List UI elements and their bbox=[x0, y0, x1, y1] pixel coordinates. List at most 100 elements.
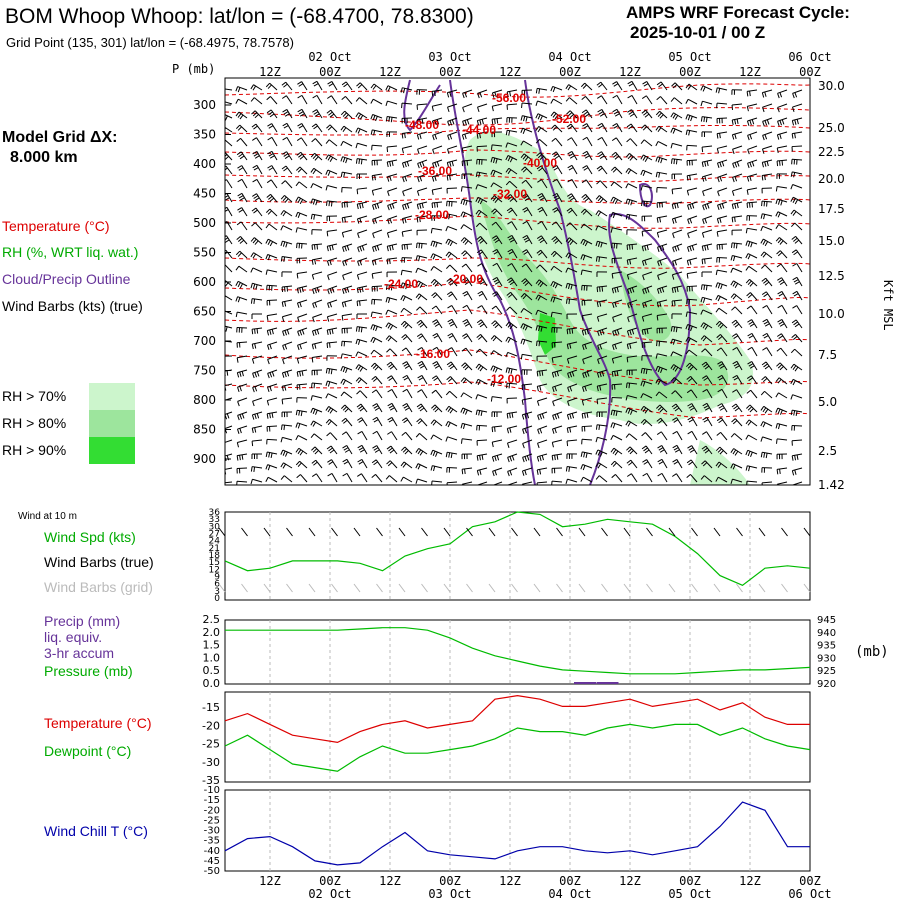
wind-barb bbox=[431, 215, 443, 221]
wind-barb bbox=[581, 284, 593, 291]
wind-barb bbox=[491, 208, 503, 217]
wind-barb bbox=[476, 319, 488, 329]
wind-barb bbox=[297, 341, 308, 351]
wind-barb bbox=[237, 192, 248, 203]
wind-barb bbox=[550, 296, 563, 303]
wind-barb bbox=[611, 271, 623, 279]
wind-barb bbox=[236, 151, 248, 161]
wind-barb bbox=[401, 145, 413, 154]
wind-barb bbox=[565, 97, 578, 105]
wind-barb bbox=[460, 422, 473, 429]
wind-barb bbox=[702, 201, 713, 211]
wind-barb bbox=[416, 403, 428, 413]
wind-barb bbox=[640, 139, 653, 147]
wind-barb bbox=[312, 94, 323, 105]
wind-barb bbox=[566, 355, 578, 364]
wind-barb bbox=[597, 355, 608, 365]
wind-barb bbox=[612, 123, 623, 133]
wind-barb bbox=[476, 131, 488, 139]
wind-barb bbox=[775, 224, 788, 231]
wind-barb bbox=[626, 446, 638, 455]
wind-barb bbox=[611, 383, 623, 390]
wind-barb bbox=[762, 305, 773, 315]
pressure-tick: 800 bbox=[193, 393, 216, 407]
wind-barb bbox=[537, 221, 548, 231]
wind-barb bbox=[716, 229, 728, 237]
wind-barb bbox=[537, 192, 548, 203]
axis-tick: 3 bbox=[214, 587, 220, 597]
wind-barb bbox=[295, 196, 308, 205]
wind-barb bbox=[731, 333, 743, 343]
axis-tick: 36 bbox=[209, 508, 221, 518]
wind-barb bbox=[596, 397, 608, 405]
temp-label-40: -40.00 bbox=[523, 156, 557, 170]
wind-barb bbox=[356, 285, 368, 294]
wind-barb bbox=[626, 257, 638, 265]
axis-tick: 920 bbox=[817, 679, 836, 690]
wind-barb bbox=[326, 257, 338, 266]
wind-barb bbox=[732, 347, 743, 357]
wind-barb bbox=[702, 215, 713, 225]
wind-barb bbox=[521, 411, 533, 420]
wind-barb bbox=[641, 95, 653, 105]
wind-barb bbox=[776, 145, 788, 154]
wind-barb bbox=[551, 151, 563, 161]
wind-barb bbox=[702, 416, 713, 427]
wind-barb bbox=[356, 187, 368, 195]
axis-tick: 27 bbox=[209, 530, 220, 540]
wind-barb bbox=[342, 285, 353, 294]
surface-barb bbox=[623, 527, 631, 537]
wind-barb bbox=[762, 332, 773, 343]
wind-barb bbox=[310, 395, 323, 401]
wind-barb bbox=[267, 355, 278, 365]
wind-barb bbox=[612, 81, 623, 91]
wind-barb bbox=[490, 365, 503, 373]
pressure-tick: 900 bbox=[193, 452, 216, 466]
surface-barb bbox=[263, 527, 271, 537]
wind-barb bbox=[311, 271, 323, 280]
wind-barb bbox=[250, 252, 263, 259]
wind-barb bbox=[252, 150, 263, 161]
wind-barb bbox=[445, 213, 458, 220]
wind-barb bbox=[551, 467, 563, 474]
wind-barb bbox=[506, 277, 518, 287]
wind-barb bbox=[536, 264, 548, 273]
wind-barb bbox=[445, 436, 458, 442]
wind-barb bbox=[251, 425, 263, 434]
wind-barb bbox=[225, 165, 233, 175]
wind-barb bbox=[432, 145, 443, 155]
wind-barb bbox=[582, 383, 593, 392]
wind-barb bbox=[551, 236, 563, 245]
wind-barb bbox=[536, 152, 548, 161]
wind-barb bbox=[237, 411, 248, 421]
wind-barb bbox=[761, 291, 773, 301]
wind-barb bbox=[280, 255, 293, 262]
wind-barb bbox=[595, 436, 608, 443]
wind-barb bbox=[235, 98, 248, 105]
wind-barb bbox=[357, 430, 368, 441]
wind-barb bbox=[625, 395, 638, 401]
surface-barb-grid bbox=[331, 583, 338, 593]
wind-barb bbox=[505, 321, 518, 330]
wind-barb bbox=[446, 361, 458, 371]
wind-barb bbox=[686, 375, 698, 385]
wind-barb bbox=[225, 249, 233, 259]
wind-barb bbox=[401, 215, 413, 224]
wind-barb bbox=[386, 173, 398, 182]
wind-barb bbox=[731, 418, 743, 427]
wind-barb bbox=[775, 377, 788, 385]
pressure-tick: 750 bbox=[193, 364, 216, 378]
wind-barb bbox=[506, 306, 518, 315]
wind-barb bbox=[761, 89, 773, 98]
wind-barb bbox=[355, 142, 368, 149]
wind-barb bbox=[626, 138, 638, 147]
label-wind-barbs-grid: Wind Barbs (grid) bbox=[44, 579, 153, 595]
wind-barb bbox=[326, 95, 338, 105]
wind-barb bbox=[521, 383, 533, 390]
surface-barb bbox=[803, 527, 811, 537]
wind-barb bbox=[251, 411, 263, 420]
wind-barb bbox=[341, 327, 353, 334]
wind-barb bbox=[791, 439, 803, 446]
wind-barb bbox=[342, 243, 353, 253]
surface-barb bbox=[376, 527, 383, 537]
